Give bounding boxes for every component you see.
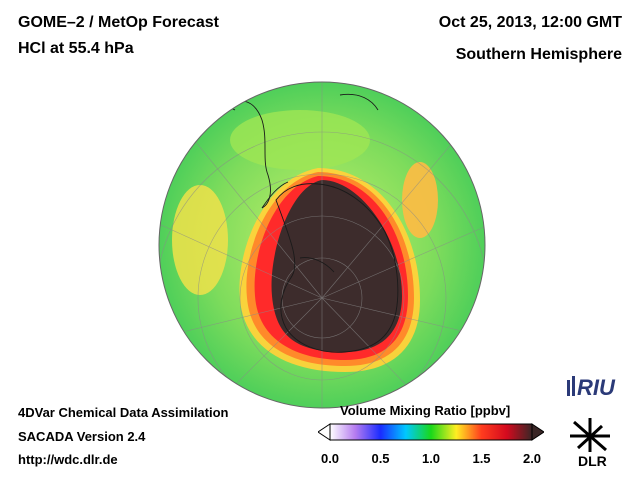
riu-logo-text: RIU [577, 375, 616, 400]
riu-logo: RIU [565, 372, 631, 407]
colorbar-tick-label: 0.0 [320, 451, 340, 466]
colorbar-min-arrow [318, 423, 331, 441]
colorbar-tick-label: 1.0 [421, 451, 441, 466]
title-line2: HCl at 55.4 hPa [18, 40, 134, 57]
dlr-logo-text: DLR [578, 453, 607, 468]
title-line1: GOME–2 / MetOp Forecast [18, 14, 219, 31]
footer-line1: 4DVar Chemical Data Assimilation [18, 405, 229, 420]
colorbar-tick-label: 0.5 [371, 451, 390, 466]
colorbar-tick-label: 1.5 [472, 451, 491, 466]
dlr-logo: DLR [560, 412, 624, 473]
colorbar-max-arrow [531, 423, 544, 441]
footer-line2: SACADA Version 2.4 [18, 429, 146, 444]
north-patch [230, 110, 370, 170]
footer-url: http://wdc.dlr.de [18, 452, 118, 467]
colorbar [318, 423, 544, 441]
orange-band-east [402, 162, 438, 238]
globe-outline [158, 81, 486, 409]
forecast-date: Oct 25, 2013, 12:00 GMT [438, 14, 622, 31]
yellow-band-west [172, 185, 228, 295]
colorbar-tick-label: 2.0 [522, 451, 542, 466]
region-label: Southern Hemisphere [455, 46, 622, 63]
colorbar-label: Volume Mixing Ratio [ppbv] [340, 403, 511, 418]
colorbar-gradient [329, 423, 533, 441]
